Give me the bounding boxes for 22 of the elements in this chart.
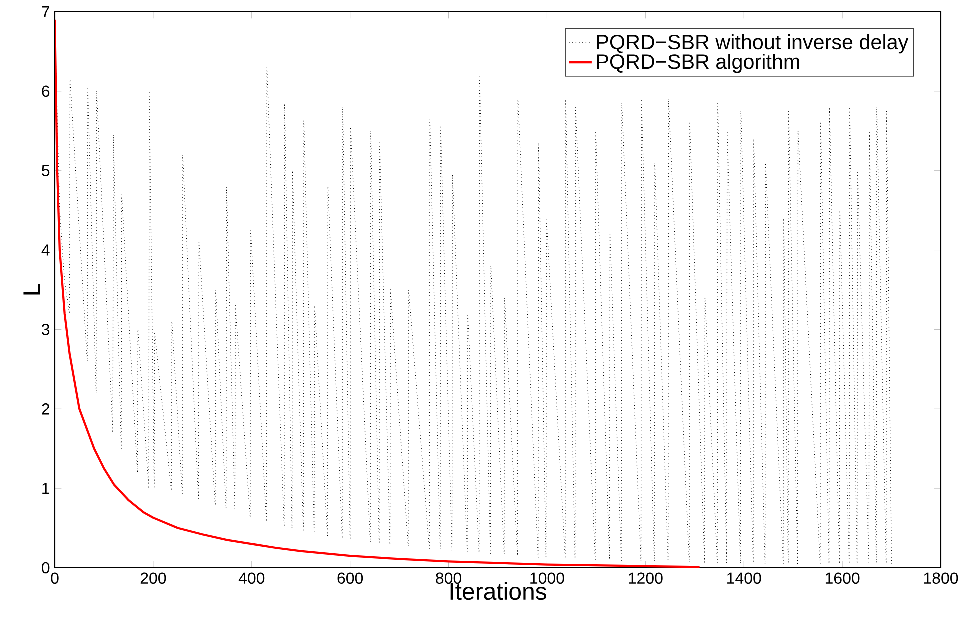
y-tick-label: 1 [42,483,50,494]
x-tick-label: 1400 [728,572,762,584]
y-tick-label: 7 [42,6,50,18]
y-tick-label: 2 [42,404,50,415]
x-tick-label: 1000 [530,572,564,584]
y-tick-label: 6 [42,86,50,98]
legend-label: PQRD−SBR without inverse delay [597,34,909,54]
x-tick-label: 1600 [826,572,860,584]
x-tick-label: 200 [140,572,166,584]
legend-label: PQRD−SBR algorithm [597,54,800,74]
y-tick-label: 5 [42,165,50,176]
x-tick-label: 800 [436,572,462,584]
x-tick-label: 0 [51,572,59,584]
y-axis-title: L [24,284,40,295]
y-tick-label: 3 [42,324,50,336]
x-tick-label: 1800 [924,572,958,584]
x-axis-title: Iterations [450,582,546,600]
y-tick-label: 0 [42,562,50,574]
x-tick-label: 600 [338,572,364,584]
y-tick-label: 4 [42,244,50,256]
x-tick-label: 1200 [629,572,663,584]
x-tick-label: 400 [238,572,265,584]
